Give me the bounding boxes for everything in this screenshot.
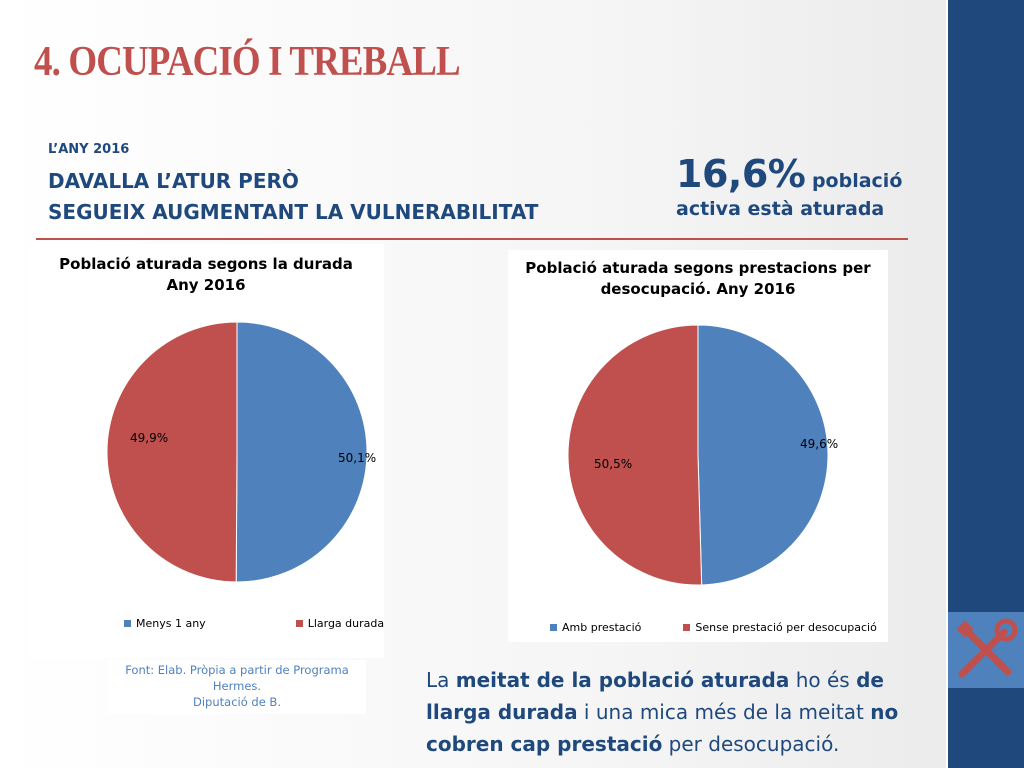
source-line-2: Diputació de B. xyxy=(193,695,281,709)
conclusion-fragment: ho és xyxy=(789,668,857,692)
conclusion-fragment: La xyxy=(426,668,456,692)
headline-line-1: DAVALLA L’ATUR PERÒ xyxy=(48,169,299,193)
chart-title-line-1: Població aturada segons la durada xyxy=(59,255,353,273)
pie-chart: 49,6% 50,5% xyxy=(567,324,838,586)
unemployment-stat: 16,6% població activa està aturada xyxy=(676,152,902,220)
conclusion-fragment: per desocupació. xyxy=(662,732,840,756)
stat-text-2: activa està aturada xyxy=(676,198,885,220)
chart-duration: Població aturada segons la durada Any 20… xyxy=(28,244,384,658)
source-line-1: Font: Elab. Pròpia a partir de Programa … xyxy=(125,663,349,693)
legend-item: Llarga durada xyxy=(295,617,385,630)
chart-title: Població aturada segons prestacions per … xyxy=(508,258,888,300)
conclusion-emphasis: de llarga durada xyxy=(426,668,884,724)
pie-slice-blue xyxy=(697,324,829,586)
legend-label: Llarga durada xyxy=(307,617,385,630)
chart-title-line-2: desocupació. Any 2016 xyxy=(600,280,796,298)
tools-icon-box xyxy=(948,612,1024,688)
chart-title: Població aturada segons la durada Any 20… xyxy=(28,254,384,296)
slide-title: 4. OCUPACIÓ I TREBALL xyxy=(34,39,461,85)
legend-item: Sense prestació per desocupació xyxy=(683,621,877,634)
legend-item: Amb prestació xyxy=(550,621,641,634)
sidebar-divider xyxy=(946,0,948,768)
legend-swatch-red xyxy=(295,620,303,627)
legend-item: Menys 1 any xyxy=(124,617,206,630)
conclusion-fragment: i una mica més de la meitat xyxy=(577,700,871,724)
year-label: L’ANY 2016 xyxy=(48,142,130,157)
legend-label: Amb prestació xyxy=(562,621,642,634)
pie-data-label: 49,6% xyxy=(800,437,838,451)
legend-label: Sense prestació per desocupació xyxy=(695,621,877,634)
chart-title-line-2: Any 2016 xyxy=(166,276,246,294)
pie-slice-blue xyxy=(235,321,368,583)
chart-benefits: Població aturada segons prestacions per … xyxy=(508,250,888,642)
pie-data-label: 50,5% xyxy=(594,457,632,471)
chart-legend: Amb prestació Sense prestació per desocu… xyxy=(550,621,877,634)
legend-swatch-red xyxy=(683,624,691,631)
pie-data-label: 49,9% xyxy=(130,431,168,445)
pie-slice-red xyxy=(106,321,238,583)
headline: DAVALLA L’ATUR PERÒ SEGUEIX AUGMENTANT L… xyxy=(48,166,538,228)
title-divider xyxy=(36,238,908,240)
pie-data-label: 50,1% xyxy=(338,451,376,465)
legend-label: Menys 1 any xyxy=(136,617,206,630)
legend-swatch-blue xyxy=(550,624,557,631)
conclusion-text: La meitat de la població aturada ho és d… xyxy=(426,664,938,760)
conclusion-emphasis: meitat de la població aturada xyxy=(455,668,790,692)
conclusion-emphasis: no cobren cap prestació xyxy=(426,700,899,756)
stat-value: 16,6% xyxy=(676,152,806,196)
legend-swatch-blue xyxy=(124,620,131,627)
headline-line-2: SEGUEIX AUGMENTANT LA VULNERABILITAT xyxy=(48,200,539,224)
source-note: Font: Elab. Pròpia a partir de Programa … xyxy=(108,660,366,714)
chart-legend: Menys 1 any Llarga durada xyxy=(124,617,384,630)
chart-title-line-1: Població aturada segons prestacions per xyxy=(525,259,871,277)
pie-slice-red xyxy=(567,324,703,586)
pie-chart: 50,1% 49,9% xyxy=(106,321,376,583)
wrench-screwdriver-icon xyxy=(956,618,1018,678)
stat-text-1: població xyxy=(805,170,903,192)
